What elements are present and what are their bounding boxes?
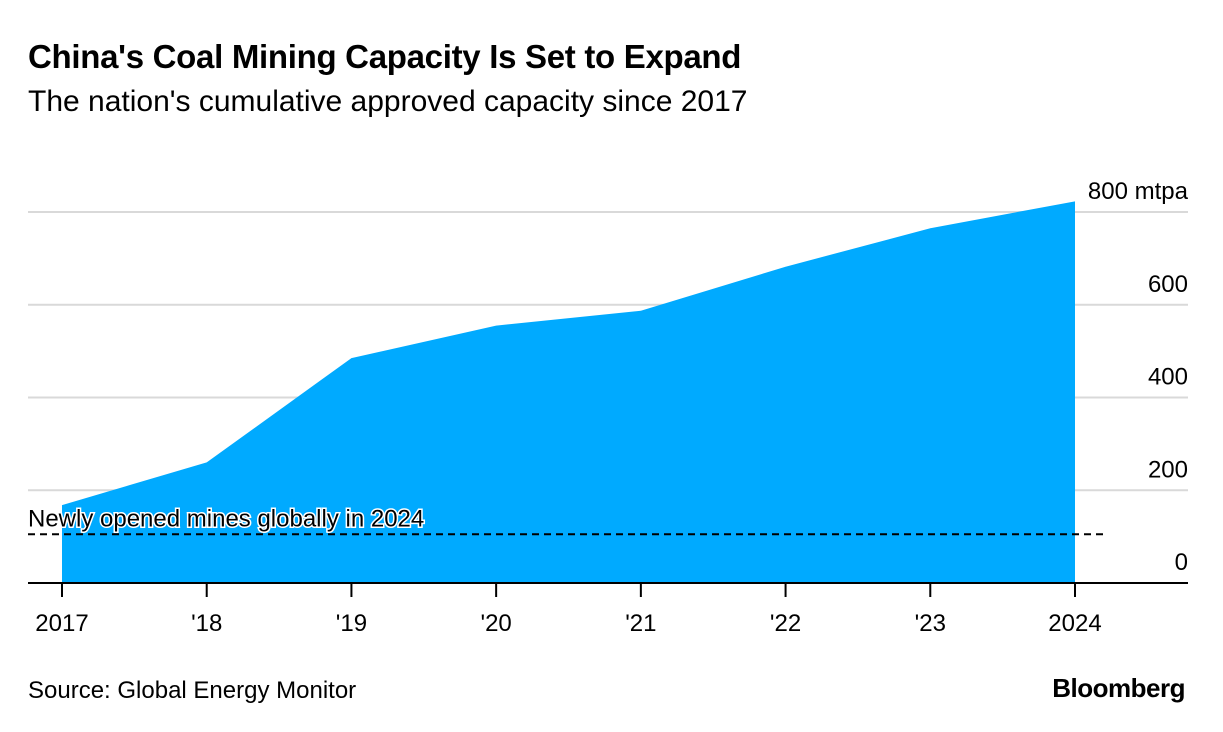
bloomberg-logo: Bloomberg bbox=[1052, 673, 1185, 703]
y-tick-label-0: 0 bbox=[1175, 549, 1188, 576]
chart-subtitle: The nation's cumulative approved capacit… bbox=[28, 85, 748, 118]
x-tick-label-2024: 2024 bbox=[1048, 610, 1101, 637]
chart-title: China's Coal Mining Capacity Is Set to E… bbox=[28, 38, 742, 75]
x-tick-label-2017: 2017 bbox=[35, 610, 88, 637]
x-tick-label-'23: '23 bbox=[915, 610, 946, 637]
y-tick-label-400: 400 bbox=[1148, 364, 1188, 391]
y-tick-label-200: 200 bbox=[1148, 456, 1188, 483]
y-tick-label-800: 800 mtpa bbox=[1088, 178, 1189, 205]
x-tick-label-'19: '19 bbox=[336, 610, 367, 637]
x-tick-label-'20: '20 bbox=[481, 610, 512, 637]
x-tick-label-'18: '18 bbox=[191, 610, 222, 637]
source-note: Source: Global Energy Monitor bbox=[28, 677, 357, 704]
x-tick-label-'21: '21 bbox=[625, 610, 656, 637]
x-tick-label-'22: '22 bbox=[770, 610, 801, 637]
y-tick-label-600: 600 bbox=[1148, 271, 1188, 298]
capacity-area bbox=[62, 201, 1075, 584]
reference-line-label: Newly opened mines globally in 2024 bbox=[28, 505, 424, 532]
